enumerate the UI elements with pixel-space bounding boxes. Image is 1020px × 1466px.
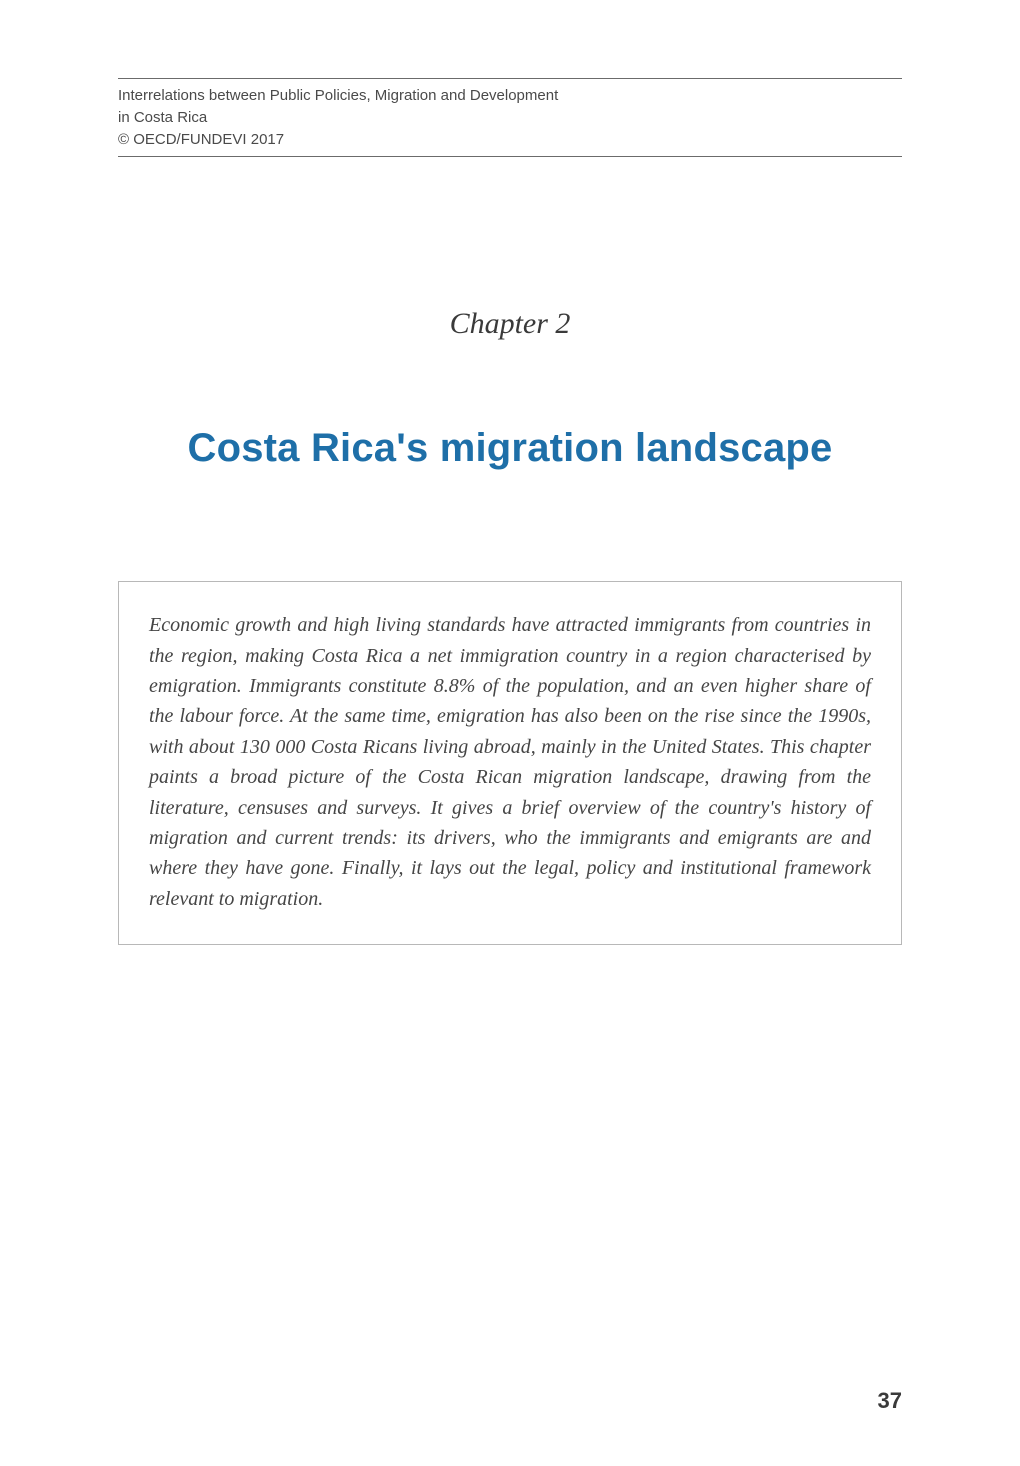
running-head-line-2: in Costa Rica — [118, 107, 902, 129]
chapter-label: Chapter 2 — [118, 307, 902, 341]
chapter-title: Costa Rica's migration landscape — [118, 426, 902, 471]
abstract-text: Economic growth and high living standard… — [149, 610, 871, 914]
running-head: Interrelations between Public Policies, … — [118, 78, 902, 157]
abstract-box: Economic growth and high living standard… — [118, 581, 902, 945]
running-head-line-1: Interrelations between Public Policies, … — [118, 85, 902, 107]
page: Interrelations between Public Policies, … — [0, 0, 1020, 1466]
page-number: 37 — [878, 1388, 902, 1414]
running-head-line-3: © OECD/FUNDEVI 2017 — [118, 129, 902, 151]
